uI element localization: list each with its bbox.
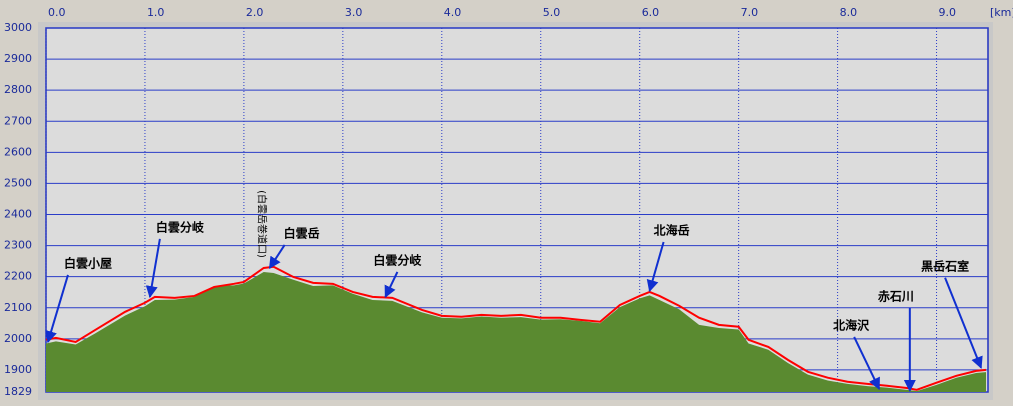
- y-tick-label: 2200: [4, 270, 32, 283]
- y-tick-label: 2500: [4, 176, 32, 189]
- annotation-label: 白雲分岐: [156, 219, 205, 234]
- x-tick-label: 7.0: [741, 6, 759, 19]
- annotation-label: 北海沢: [833, 317, 870, 332]
- annotation-arrow: [853, 336, 881, 390]
- y-tick-label: 2000: [4, 332, 32, 345]
- y-tick-label: 2800: [4, 83, 32, 96]
- annotation-label: 白雲岳: [284, 225, 320, 240]
- x-axis-unit: [km]: [990, 6, 1013, 19]
- annotation-arrow: [944, 277, 983, 369]
- y-tick-label: 1829: [4, 385, 32, 398]
- annotation-arrow: [268, 244, 286, 269]
- annotation-label: 白雲小屋: [64, 255, 112, 270]
- y-tick-label: 2700: [4, 114, 32, 127]
- track-line: [45, 265, 987, 391]
- x-tick-label: 5.0: [543, 6, 561, 19]
- x-tick-label: 3.0: [345, 6, 363, 19]
- y-tick-label: 2300: [4, 239, 32, 252]
- annotation-label: 北海岳: [654, 222, 690, 237]
- x-tick-label: 6.0: [642, 6, 660, 19]
- y-tick-label: 2100: [4, 301, 32, 314]
- y-tick-label: 2600: [4, 145, 32, 158]
- annotation-note: (白雲岳巻道口): [256, 190, 269, 258]
- x-tick-label: 2.0: [246, 6, 264, 19]
- annotation-arrow: [45, 274, 69, 344]
- annotation-label: 白雲分岐: [373, 252, 422, 267]
- annotation-arrow: [646, 241, 665, 293]
- y-tick-label: 2400: [4, 208, 32, 221]
- y-tick-label: 2900: [4, 52, 32, 65]
- annotation-arrow: [145, 238, 161, 299]
- y-tick-label: 3000: [4, 21, 32, 34]
- x-tick-label: 1.0: [147, 6, 165, 19]
- annotation-label: 黒岳石室: [921, 258, 969, 273]
- annotation-label: 赤石川: [878, 288, 914, 303]
- x-tick-label: 8.0: [840, 6, 858, 19]
- annotation-arrow: [384, 271, 399, 298]
- y-tick-label: 1900: [4, 363, 32, 376]
- x-tick-label: 4.0: [444, 6, 462, 19]
- x-tick-label: 9.0: [939, 6, 957, 19]
- terrain-area: [46, 272, 987, 392]
- x-tick-label: 0.0: [48, 6, 66, 19]
